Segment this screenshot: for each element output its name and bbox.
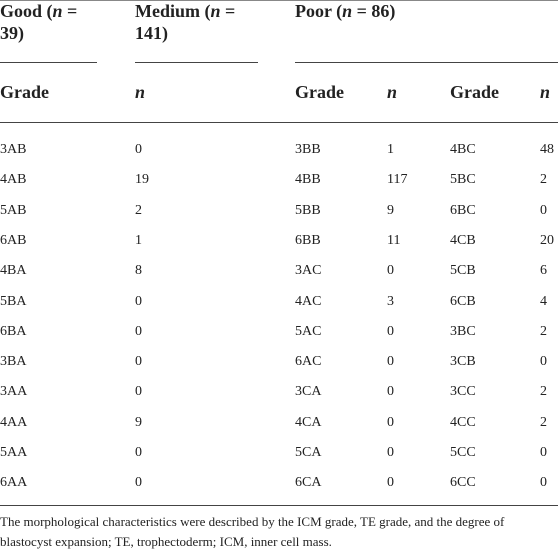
column-header: Grade <box>450 82 499 102</box>
table-cell: 0 <box>135 384 142 400</box>
table-cell: 0 <box>135 142 142 157</box>
table-cell: 5AA <box>0 445 28 460</box>
column-header: Grade <box>0 82 49 102</box>
table-cell: 0 <box>135 445 142 460</box>
table-cell: 6BA <box>0 323 27 339</box>
group-header-part: n <box>210 1 221 21</box>
table-cell: 6AA <box>0 475 28 491</box>
table-cell: 1 <box>387 142 394 157</box>
table-cell: 6AC <box>295 354 322 370</box>
table-cell: 3CA <box>295 384 322 400</box>
column-header: n <box>135 82 146 102</box>
bottom-rule <box>0 505 558 506</box>
table-cell: 6AB <box>0 232 27 248</box>
table-cell: 3 <box>387 293 394 309</box>
table-cell: 3BC <box>450 323 476 339</box>
table-cell: 8 <box>135 263 142 279</box>
table-cell: 0 <box>387 384 394 400</box>
group-header-part: n <box>52 1 63 21</box>
table-cell: 3AA <box>0 384 28 400</box>
column-header: Grade <box>295 82 344 102</box>
group-header: Poor (n = 86) <box>295 0 558 22</box>
group-rule <box>295 62 558 63</box>
table-cell: 0 <box>387 323 394 339</box>
table-note: The morphological characteristics were d… <box>0 514 505 549</box>
table-cell: 4BB <box>295 172 321 188</box>
table-cell: 117 <box>387 172 408 188</box>
table-cell: 4CB <box>450 232 476 248</box>
table-cell: 9 <box>387 202 394 218</box>
table-cell: 1 <box>135 232 142 248</box>
table-cell: 4 <box>540 293 547 309</box>
table-cell: 3CC <box>450 384 476 400</box>
table-cell: 6BB <box>295 232 321 248</box>
table-cell: 0 <box>135 323 142 339</box>
table-cell: 3AB <box>0 142 27 157</box>
table-cell: 9 <box>135 414 142 430</box>
table-cell: 0 <box>540 202 547 218</box>
group-rule <box>0 62 97 63</box>
table-cell: 0 <box>540 475 547 491</box>
group-header-part: = 39) <box>0 1 78 43</box>
table-cell: 2 <box>540 384 547 400</box>
table-cell: 2 <box>540 414 547 430</box>
top-rule <box>0 0 558 1</box>
column-header: n <box>387 82 398 102</box>
table-cell: 0 <box>135 475 142 491</box>
table-cell: 5BB <box>295 202 321 218</box>
table-cell: 6 <box>540 263 547 279</box>
table-cell: 3BB <box>295 142 321 157</box>
table-cell: 0 <box>135 354 142 370</box>
table-cell: 20 <box>540 232 554 248</box>
table-cell: 0 <box>387 475 394 491</box>
table-cell: 4CA <box>295 414 322 430</box>
table-cell: 6CC <box>450 475 476 491</box>
table-cell: 2 <box>135 202 142 218</box>
table-cell: 0 <box>540 445 547 460</box>
table-cell: 0 <box>540 354 547 370</box>
table-cell: 5AC <box>295 323 322 339</box>
table-cell: 6BC <box>450 202 476 218</box>
table-cell: 3BA <box>0 354 27 370</box>
table-cell: 5CB <box>450 263 476 279</box>
group-header-part: = 86) <box>352 1 396 21</box>
table-cell: 4AA <box>0 414 28 430</box>
table-cell: 2 <box>540 172 547 188</box>
group-header-part: Poor ( <box>295 1 343 21</box>
table-cell: 4AC <box>295 293 322 309</box>
table-cell: 19 <box>135 172 149 188</box>
group-header-part: Good ( <box>0 1 53 21</box>
table-cell: 5BA <box>0 293 27 309</box>
table-cell: 0 <box>387 354 394 370</box>
table-cell: 48 <box>540 142 554 157</box>
table-cell: 6CA <box>295 475 322 491</box>
table-cell: 5BC <box>450 172 476 188</box>
table-cell: 0 <box>387 445 394 460</box>
table-cell: 3CB <box>450 354 476 370</box>
table-cell: 4CC <box>450 414 476 430</box>
table-cell: 0 <box>387 263 394 279</box>
table-cell: 11 <box>387 232 401 248</box>
table-cell: 4BA <box>0 263 27 279</box>
group-header: Good (n = 39) <box>0 0 100 44</box>
table-cell: 2 <box>540 323 547 339</box>
table-cell: 4AB <box>0 172 27 188</box>
table-cell: 5CC <box>450 445 476 460</box>
table-cell: 4BC <box>450 142 476 157</box>
group-header: Medium (n = 141) <box>135 0 260 44</box>
group-header-part: = 141) <box>135 1 236 43</box>
column-header: n <box>540 82 551 102</box>
header-rule <box>0 122 558 123</box>
group-header-part: n <box>342 1 353 21</box>
table-cell: 5CA <box>295 445 322 460</box>
table-cell: 5AB <box>0 202 27 218</box>
group-rule <box>135 62 258 63</box>
group-header-part: Medium ( <box>135 1 211 21</box>
table-cell: 0 <box>387 414 394 430</box>
table-cell: 3AC <box>295 263 322 279</box>
table-cell: 6CB <box>450 293 476 309</box>
table-cell: 0 <box>135 293 142 309</box>
